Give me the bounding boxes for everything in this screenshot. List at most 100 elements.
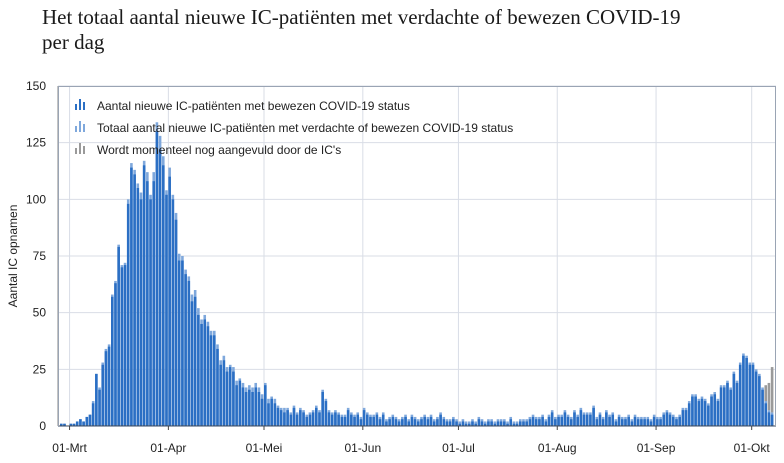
bar-confirmed bbox=[678, 416, 681, 426]
bar-confirmed bbox=[381, 414, 385, 426]
bar-confirmed bbox=[499, 421, 503, 426]
x-tick-label: 01-Jun bbox=[344, 441, 381, 455]
bar-confirmed bbox=[432, 421, 436, 426]
bar-confirmed bbox=[225, 371, 229, 426]
y-tick-label: 0 bbox=[39, 419, 46, 433]
bar-confirmed bbox=[608, 416, 611, 426]
bar-confirmed bbox=[452, 419, 455, 426]
bar-confirmed bbox=[691, 396, 694, 426]
bar-confirmed bbox=[197, 314, 200, 426]
bar-confirmed bbox=[139, 199, 143, 426]
x-tick-label: 01-Sep bbox=[637, 441, 676, 455]
bar-confirmed bbox=[665, 412, 669, 426]
bar-confirmed bbox=[445, 421, 449, 426]
bar-confirmed bbox=[359, 419, 363, 426]
bar-confirmed bbox=[63, 423, 66, 426]
bar-confirmed bbox=[458, 423, 462, 426]
bar-confirmed bbox=[248, 389, 251, 426]
bar-confirmed bbox=[550, 412, 554, 426]
bar-confirmed bbox=[146, 181, 149, 426]
bar-confirmed bbox=[318, 412, 321, 426]
bar-confirmed bbox=[649, 421, 653, 426]
bar-confirmed bbox=[257, 392, 261, 426]
bar-confirmed bbox=[579, 410, 583, 426]
bar-confirmed bbox=[726, 382, 729, 426]
legend-item-confirmed: Aantal nieuwe IC-patiënten met bewezen C… bbox=[75, 99, 410, 113]
bar-confirmed bbox=[455, 421, 458, 426]
bar-confirmed bbox=[617, 416, 621, 426]
bar-confirmed bbox=[330, 414, 334, 426]
bar-confirmed bbox=[633, 416, 637, 426]
bar-confirmed bbox=[407, 421, 411, 426]
bar-confirmed bbox=[279, 410, 283, 426]
chart-title-line-1: Het totaal aantal nieuwe IC-patiënten me… bbox=[42, 5, 681, 29]
bar-confirmed bbox=[273, 403, 277, 426]
bar-confirmed bbox=[350, 414, 353, 426]
bar-confirmed bbox=[158, 149, 162, 426]
bar-confirmed bbox=[98, 389, 101, 426]
bar-confirmed bbox=[758, 376, 761, 426]
bar-confirmed bbox=[165, 194, 168, 426]
bar-series bbox=[60, 122, 774, 427]
bar-confirmed bbox=[187, 280, 191, 426]
bar-confirmed bbox=[101, 364, 105, 426]
bar-confirmed bbox=[519, 421, 522, 426]
bar-confirmed bbox=[703, 401, 707, 426]
bar-confirmed bbox=[515, 423, 519, 426]
bar-confirmed bbox=[761, 389, 764, 426]
y-tick-labels: 0 25 50 75 100 125 150 bbox=[26, 79, 46, 433]
bar-confirmed bbox=[719, 387, 723, 426]
bar-chart-icon bbox=[75, 99, 85, 110]
bar-confirmed bbox=[353, 416, 356, 426]
chart-title-line-2: per dag bbox=[42, 30, 105, 54]
bar-confirmed bbox=[133, 174, 136, 426]
bar-confirmed bbox=[710, 396, 713, 426]
bar-confirmed bbox=[343, 416, 347, 426]
bar-confirmed bbox=[525, 421, 528, 426]
bar-confirmed bbox=[570, 419, 573, 426]
bar-confirmed bbox=[754, 371, 758, 426]
bar-confirmed bbox=[385, 421, 388, 426]
bar-confirmed bbox=[334, 412, 337, 426]
bar-confirmed bbox=[627, 416, 630, 426]
bar-confirmed bbox=[366, 414, 369, 426]
bar-confirmed bbox=[142, 165, 146, 427]
bar-confirmed bbox=[506, 423, 509, 426]
bar-confirmed bbox=[254, 387, 258, 426]
bar-confirmed bbox=[283, 412, 286, 426]
bar-confirmed bbox=[391, 416, 395, 426]
bar-confirmed bbox=[174, 219, 178, 426]
bar-confirmed bbox=[356, 414, 360, 426]
bar-confirmed bbox=[585, 414, 589, 426]
legend-label-total: Totaal aantal nieuwe IC-patiënten met ve… bbox=[97, 121, 513, 135]
bar-confirmed bbox=[643, 419, 646, 426]
bar-confirmed bbox=[684, 410, 688, 426]
bar-confirmed bbox=[394, 419, 398, 426]
bar-pending bbox=[770, 367, 774, 413]
bar-confirmed bbox=[136, 188, 140, 426]
y-tick-label: 125 bbox=[26, 136, 46, 150]
bar-confirmed bbox=[742, 355, 745, 426]
bar-confirmed bbox=[251, 392, 254, 426]
bar-confirmed bbox=[241, 387, 245, 426]
y-tick-label: 150 bbox=[26, 79, 46, 93]
bar-confirmed bbox=[694, 396, 697, 426]
bar-confirmed bbox=[228, 367, 232, 426]
bar-confirmed bbox=[340, 416, 344, 426]
bar-confirmed bbox=[117, 246, 120, 426]
bar-confirmed bbox=[206, 326, 210, 426]
bar-confirmed bbox=[152, 181, 156, 426]
bar-confirmed bbox=[439, 414, 442, 426]
bar-confirmed bbox=[541, 416, 544, 426]
bar-confirmed bbox=[308, 414, 312, 426]
bar-confirmed bbox=[75, 421, 79, 426]
bar-confirmed bbox=[184, 274, 187, 426]
bar-confirmed bbox=[767, 412, 771, 426]
y-tick-label: 25 bbox=[33, 362, 47, 376]
bar-confirmed bbox=[595, 419, 599, 426]
bar-confirmed bbox=[681, 410, 685, 426]
bar-confirmed bbox=[589, 414, 592, 426]
bar-confirmed bbox=[738, 364, 742, 426]
x-tick-label: 01-Jul bbox=[442, 441, 475, 455]
bar-confirmed bbox=[592, 407, 595, 426]
